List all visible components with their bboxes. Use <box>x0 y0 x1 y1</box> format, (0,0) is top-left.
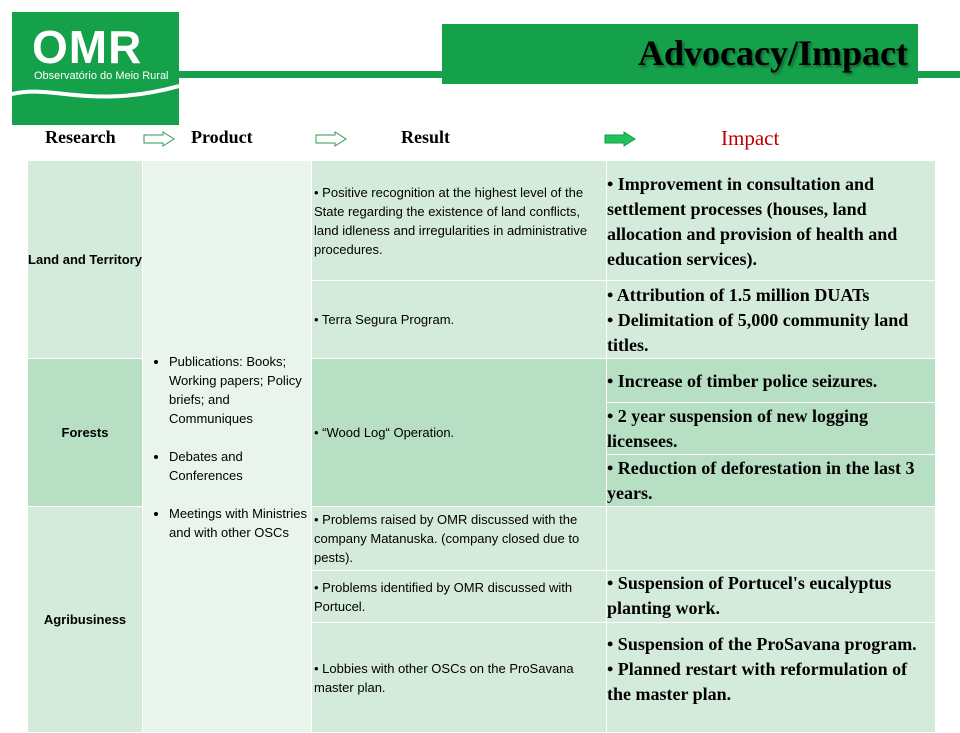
category-land-territory: Land and Territory <box>27 160 143 359</box>
list-item: Debates and Conferences <box>169 447 311 485</box>
impact-cell: • Attribution of 1.5 million DUATs • Del… <box>606 280 936 359</box>
header-product: Product <box>191 127 253 147</box>
list-item: Meetings with Ministries and with other … <box>169 504 311 542</box>
arrow-right-outline-icon <box>143 131 175 147</box>
arrow-right-filled-icon <box>604 131 636 147</box>
table-row: • Lobbies with other OSCs on the ProSava… <box>28 622 936 733</box>
advocacy-table: Land and Territory Publications: Books; … <box>27 160 936 733</box>
table-row: • Terra Segura Program. • Attribution of… <box>28 280 936 359</box>
category-agribusiness: Agribusiness <box>27 506 143 733</box>
impact-cell: • Improvement in consultation and settle… <box>606 160 936 281</box>
impact-line: • Delimitation of 5,000 community land t… <box>607 310 909 355</box>
header-impact: Impact <box>721 126 780 150</box>
table-row: • 2 year suspension of new logging licen… <box>28 402 936 455</box>
product-list: Publications: Books; Working papers; Pol… <box>144 352 311 542</box>
result-cell: • Positive recognition at the highest le… <box>311 160 607 281</box>
header-result: Result <box>401 127 450 147</box>
logo-wave-icon <box>12 84 179 99</box>
logo-subtitle: Observatório do Meio Rural <box>34 70 169 82</box>
table-row: Land and Territory Publications: Books; … <box>27 160 936 733</box>
result-cell: • Terra Segura Program. <box>311 280 607 359</box>
category-forests: Forests <box>27 358 143 507</box>
arrow-right-outline-icon <box>315 131 347 147</box>
impact-line: • Suspension of the ProSavana program. <box>607 634 917 654</box>
table-row: • Reduction of deforestation in the last… <box>28 454 936 507</box>
result-cell: • “Wood Log“ Operation. <box>311 358 607 507</box>
table-row: Forests • “Wood Log“ Operation. • Increa… <box>27 358 936 507</box>
impact-line: • Attribution of 1.5 million DUATs <box>607 285 870 305</box>
list-item: Publications: Books; Working papers; Pol… <box>169 352 311 428</box>
impact-cell: • Suspension of the ProSavana program. •… <box>606 622 936 733</box>
header-rule-right <box>918 71 960 78</box>
table-row: Agribusiness • Problems raised by OMR di… <box>27 506 936 733</box>
result-cell: • Lobbies with other OSCs on the ProSava… <box>311 622 607 733</box>
header-rule <box>179 71 442 78</box>
omr-logo: OMR Observatório do Meio Rural <box>12 12 179 125</box>
impact-cell: • Reduction of deforestation in the last… <box>606 454 936 507</box>
impact-cell <box>606 506 936 571</box>
header-research: Research <box>45 127 116 147</box>
logo-mark: OMR <box>32 21 143 73</box>
product-cell: Publications: Books; Working papers; Pol… <box>142 160 312 733</box>
page-title: Advocacy/Impact <box>638 33 908 73</box>
impact-cell: • Suspension of Portucel's eucalyptus pl… <box>606 570 936 623</box>
impact-line: • Planned restart with reformulation of … <box>607 659 908 704</box>
result-cell: • Problems identified by OMR discussed w… <box>311 570 607 623</box>
impact-cell: • 2 year suspension of new logging licen… <box>606 402 936 455</box>
table-row: • Problems identified by OMR discussed w… <box>28 570 936 623</box>
impact-cell: • Increase of timber police seizures. <box>606 358 936 403</box>
title-banner: Advocacy/Impact <box>442 24 918 84</box>
result-cell: • Problems raised by OMR discussed with … <box>311 506 607 571</box>
